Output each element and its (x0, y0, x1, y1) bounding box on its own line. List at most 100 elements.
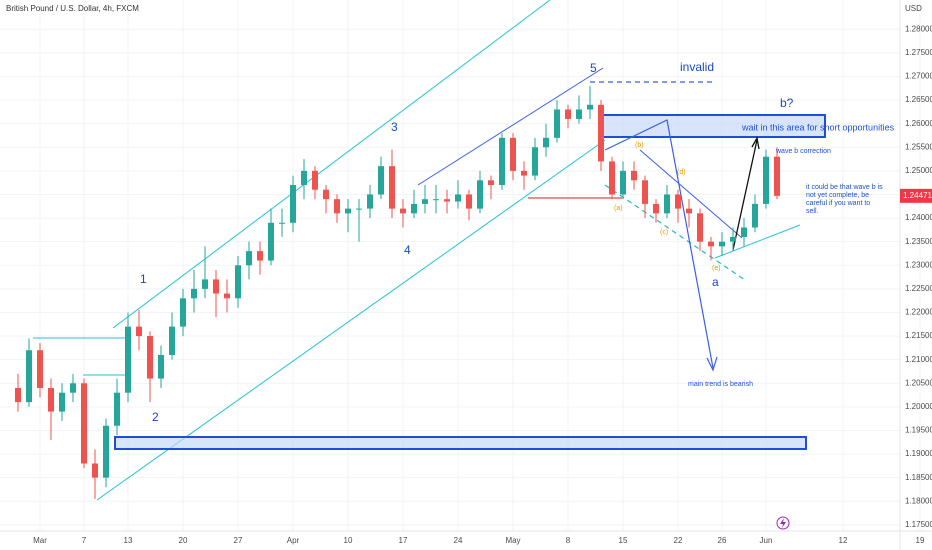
x-tick-label: 26 (718, 536, 727, 545)
x-tick-label: 19 (916, 536, 925, 545)
x-tick-label: Jun (760, 536, 773, 545)
candle-body (543, 137, 549, 148)
candle-body (576, 109, 582, 119)
zone-note: wait in this area for short opportunitie… (741, 122, 895, 132)
candle-body (598, 104, 604, 162)
y-tick-label: 1.27500 (905, 48, 932, 57)
candle-body (653, 203, 659, 214)
wave-label: a (712, 275, 719, 289)
candle-body (26, 350, 32, 403)
candle-body (411, 203, 417, 214)
candle-body (521, 170, 527, 176)
subwave-label: (c) (660, 229, 668, 236)
candles (15, 85, 780, 499)
note-line: it could be that wave b is (806, 184, 883, 191)
currency: USD (905, 4, 922, 13)
note-line: sell. (806, 208, 819, 215)
candle-body (268, 222, 274, 261)
subwave-label: (a) (614, 205, 623, 212)
candle-body (708, 241, 714, 247)
subwave-label: (d) (677, 169, 686, 176)
candle-body (224, 293, 230, 299)
x-tick-label: 13 (124, 536, 133, 545)
correction-note: wave b correction (775, 148, 831, 155)
y-tick-label: 1.21500 (905, 331, 932, 340)
wave-label: 3 (391, 120, 398, 134)
wave-label: 4 (404, 243, 411, 257)
y-tick-label: 1.18000 (905, 496, 932, 505)
candle-body (488, 180, 494, 186)
candle-body (444, 199, 450, 202)
candle-body (334, 199, 340, 214)
x-tick-label: 7 (82, 536, 87, 545)
candle-body (70, 383, 76, 393)
candle-body (400, 208, 406, 214)
drawings (33, 0, 826, 501)
y-tick-label: 1.20000 (905, 402, 932, 411)
x-tick-label: 12 (839, 536, 848, 545)
candle-body (719, 241, 725, 247)
channel-upper (112, 0, 551, 329)
arrow-head (751, 136, 760, 150)
candle-body (301, 170, 307, 186)
candle-body (664, 194, 670, 214)
candle-body (389, 166, 395, 209)
y-tick-label: 1.19500 (905, 426, 932, 435)
candle-body (532, 147, 538, 176)
candle-body (323, 189, 329, 200)
x-tick-label: 20 (179, 536, 188, 545)
x-tick-label: Mar (33, 536, 47, 545)
y-tick-label: 1.21000 (905, 355, 932, 364)
y-tick-label: 1.22000 (905, 308, 932, 317)
event-icon-glyph (780, 518, 786, 528)
wave-label: 5 (590, 61, 597, 75)
wave-label: 1 (140, 272, 147, 286)
candle-body (279, 222, 285, 224)
wave-label: b? (780, 96, 794, 110)
candle-body (466, 194, 472, 209)
triangle-line (604, 184, 746, 281)
y-tick-label: 1.28000 (905, 24, 932, 33)
candle-body (15, 387, 21, 403)
candle-body (125, 326, 131, 393)
wave-label: 2 (152, 410, 159, 424)
candle-body (345, 208, 351, 214)
trend-note: main trend is bearish (688, 381, 753, 388)
candle-body (235, 265, 241, 299)
x-tick-label: 22 (674, 536, 683, 545)
last-price-box (900, 188, 932, 203)
chart-title: British Pound / U.S. Dollar, 4h, FXCM (6, 4, 139, 13)
trend-arrow (604, 119, 714, 369)
triangle-line (639, 149, 743, 239)
candle-body (367, 194, 373, 209)
x-tick-label: 17 (399, 536, 408, 545)
candle-body (455, 194, 461, 202)
x-tick-label: 27 (234, 536, 243, 545)
y-tick-label: 1.24000 (905, 213, 932, 222)
y-tick-label: 1.26000 (905, 119, 932, 128)
candle-body (158, 354, 164, 379)
candle-body (378, 166, 384, 195)
candle-body (752, 203, 758, 228)
candle-body (202, 279, 208, 289)
candle-body (686, 208, 692, 214)
candle-body (499, 137, 505, 186)
y-tick-label: 1.20500 (905, 378, 932, 387)
support-zone (114, 436, 807, 450)
candle-body (774, 156, 780, 196)
candle-body (92, 463, 98, 478)
note-line: not yet complete, be (806, 192, 869, 199)
candle-body (213, 279, 219, 294)
x-tick-label: 24 (454, 536, 463, 545)
subwave-label: (b) (635, 142, 644, 149)
candle-body (477, 180, 483, 209)
subwave-label: (e) (712, 265, 721, 272)
x-tick-label: May (505, 536, 520, 545)
candle-body (675, 194, 681, 209)
y-tick-label: 1.19000 (905, 449, 932, 458)
candle-body (312, 170, 318, 190)
candle-body (620, 170, 626, 195)
y-tick-label: 1.25500 (905, 142, 932, 151)
candle-body (246, 251, 252, 266)
